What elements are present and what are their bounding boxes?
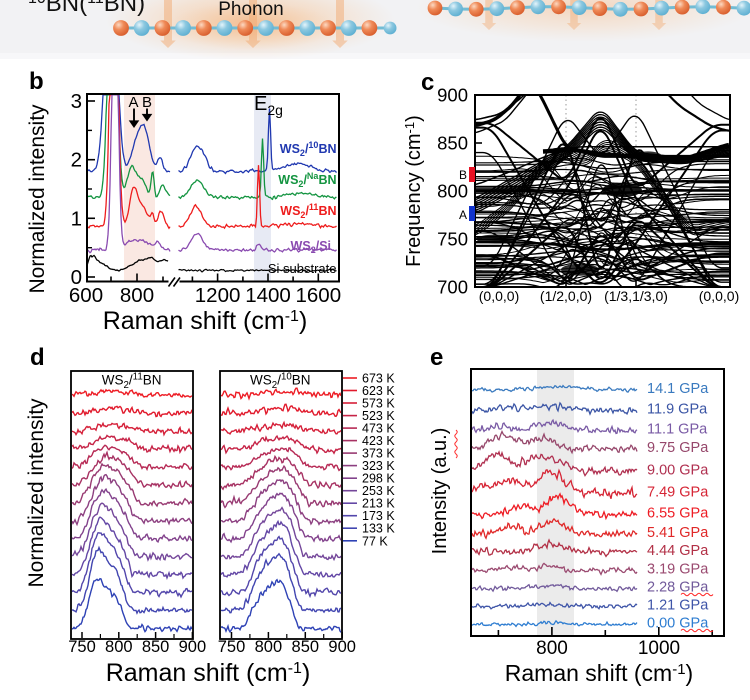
- svg-text:(0,0,0): (0,0,0): [699, 288, 739, 304]
- svg-text:2.28 GPa: 2.28 GPa: [647, 580, 709, 596]
- svg-text:173 K: 173 K: [362, 509, 395, 523]
- svg-text:3: 3: [71, 90, 82, 113]
- svg-text:WS2/10BN: WS2/10BN: [250, 371, 310, 391]
- svg-text:9.75 GPa: 9.75 GPa: [647, 440, 709, 456]
- svg-text:2: 2: [71, 149, 82, 172]
- svg-text:573 K: 573 K: [362, 397, 395, 411]
- svg-text:B: B: [142, 94, 152, 111]
- svg-text:4.44 GPa: 4.44 GPa: [647, 543, 709, 559]
- svg-text:Si substrate: Si substrate: [268, 261, 337, 276]
- svg-text:900: 900: [328, 638, 356, 656]
- svg-text:WS2/11BN: WS2/11BN: [280, 202, 336, 220]
- svg-text:5.41 GPa: 5.41 GPa: [647, 525, 709, 541]
- svg-text:11.1 GPa: 11.1 GPa: [647, 422, 708, 438]
- svg-text:e: e: [430, 344, 443, 371]
- svg-text:298 K: 298 K: [362, 472, 395, 486]
- svg-text:423 K: 423 K: [362, 434, 395, 448]
- svg-text:A: A: [128, 94, 138, 111]
- svg-text:Normalized intensity: Normalized intensity: [26, 104, 49, 294]
- svg-text:b: b: [29, 68, 44, 95]
- svg-text:B: B: [459, 168, 467, 182]
- svg-text:6.55 GPa: 6.55 GPa: [647, 506, 709, 522]
- svg-text:WS2/NaBN: WS2/NaBN: [278, 171, 336, 189]
- svg-text:c: c: [421, 69, 434, 96]
- svg-text:1600: 1600: [295, 284, 341, 307]
- svg-text:473 K: 473 K: [362, 422, 395, 436]
- svg-text:253 K: 253 K: [362, 484, 395, 498]
- svg-text:Phonon: Phonon: [218, 0, 284, 20]
- svg-text:11.9 GPa: 11.9 GPa: [647, 402, 708, 418]
- svg-text:600: 600: [69, 284, 103, 307]
- svg-text:133 K: 133 K: [362, 522, 395, 536]
- svg-text:750: 750: [218, 638, 246, 656]
- svg-text:750: 750: [68, 638, 96, 656]
- svg-text:A: A: [459, 208, 467, 222]
- svg-text:0: 0: [71, 266, 82, 289]
- svg-text:373 K: 373 K: [362, 447, 395, 461]
- svg-text:900: 900: [437, 85, 468, 106]
- svg-text:Raman shift (cm-1): Raman shift (cm-1): [505, 660, 693, 686]
- svg-text:Frequency (cm-1): Frequency (cm-1): [402, 115, 425, 267]
- svg-text:(0,0,0): (0,0,0): [479, 288, 519, 304]
- svg-text:800: 800: [536, 638, 568, 659]
- svg-text:d: d: [30, 344, 45, 371]
- svg-text:77 K: 77 K: [362, 534, 388, 548]
- svg-text:850: 850: [142, 638, 170, 656]
- svg-text:750: 750: [437, 229, 468, 250]
- svg-text:623 K: 623 K: [362, 384, 395, 398]
- svg-text:800: 800: [105, 638, 133, 656]
- svg-text:Raman shift (cm-1): Raman shift (cm-1): [103, 307, 308, 335]
- svg-text:700: 700: [437, 277, 468, 298]
- svg-text:850: 850: [292, 638, 320, 656]
- svg-text:7.49 GPa: 7.49 GPa: [647, 484, 709, 500]
- svg-text:1000: 1000: [638, 638, 680, 659]
- svg-text:800: 800: [120, 284, 154, 307]
- svg-text:0.00 GPa: 0.00 GPa: [647, 615, 709, 631]
- svg-text:323 K: 323 K: [362, 459, 395, 473]
- svg-text:850: 850: [437, 133, 468, 154]
- svg-text:800: 800: [255, 638, 283, 656]
- svg-text:1: 1: [71, 207, 82, 230]
- svg-text:WS2/11BN: WS2/11BN: [102, 371, 162, 391]
- svg-text:WS2/Si: WS2/Si: [291, 239, 331, 255]
- svg-text:3.19 GPa: 3.19 GPa: [647, 562, 709, 578]
- svg-text:14.1 GPa: 14.1 GPa: [647, 381, 709, 397]
- svg-text:673 K: 673 K: [362, 372, 395, 386]
- svg-text:WS2/10BN: WS2/10BN: [280, 140, 337, 158]
- svg-text:1.21 GPa: 1.21 GPa: [647, 597, 709, 613]
- svg-text:800: 800: [437, 181, 468, 202]
- svg-text:Intensity (a.u.): Intensity (a.u.): [429, 428, 451, 555]
- svg-text:1200: 1200: [195, 284, 241, 307]
- svg-text:1400: 1400: [245, 284, 291, 307]
- svg-text:900: 900: [179, 638, 207, 656]
- svg-text:(1/3,1/3,0): (1/3,1/3,0): [604, 288, 668, 304]
- svg-text:Raman shift (cm-1): Raman shift (cm-1): [106, 659, 311, 687]
- svg-text:213 K: 213 K: [362, 497, 395, 511]
- svg-text:(1/2,0,0): (1/2,0,0): [540, 288, 592, 304]
- svg-text:10BN(11BN): 10BN(11BN): [28, 0, 145, 17]
- svg-text:523 K: 523 K: [362, 409, 395, 423]
- svg-text:Normalized intensity: Normalized intensity: [25, 398, 48, 588]
- svg-text:9.00 GPa: 9.00 GPa: [647, 462, 709, 478]
